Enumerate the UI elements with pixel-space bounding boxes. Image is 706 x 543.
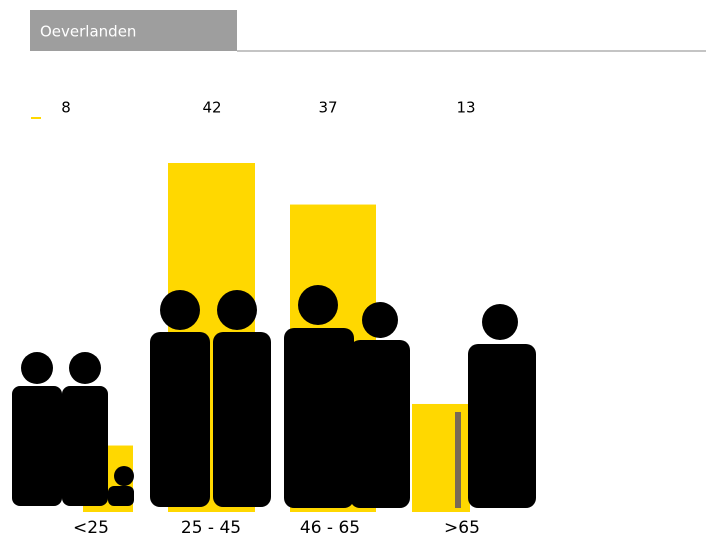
chart: Oeverlanden 8 <25 42 25 - 45 37 46 - 65 13 >65 <box>0 0 706 539</box>
x-tick-label: 46 - 65 <box>300 518 360 538</box>
bar <box>412 404 470 512</box>
value-label: 37 <box>318 99 337 117</box>
value-label: 8 <box>61 99 71 117</box>
x-tick-label: <25 <box>73 518 109 538</box>
x-tick-label: >65 <box>444 518 480 538</box>
x-tick-label: 25 - 45 <box>181 518 241 538</box>
value-label: 42 <box>202 99 221 117</box>
bars <box>83 163 470 512</box>
chart-title: Oeverlanden <box>40 23 136 41</box>
value-label: 13 <box>456 99 475 117</box>
cane <box>455 412 461 508</box>
